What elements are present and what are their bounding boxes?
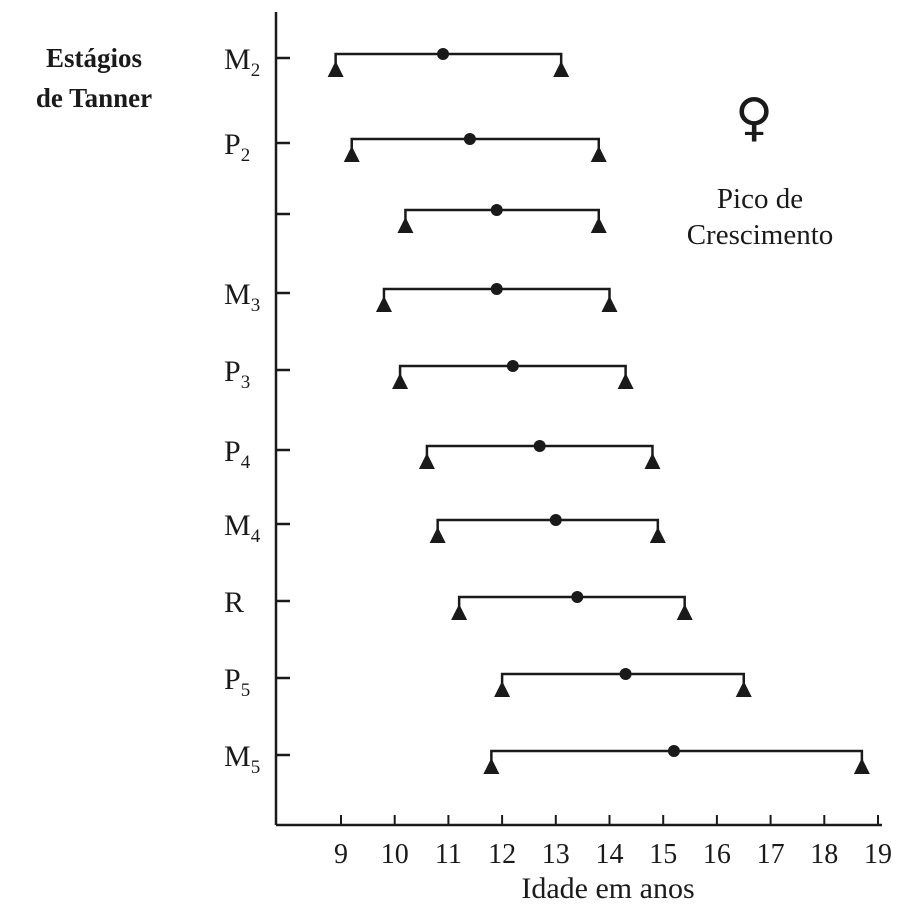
range-high-marker bbox=[590, 146, 607, 162]
stage-label: M2 bbox=[224, 43, 260, 81]
stage-label-letter: P bbox=[224, 128, 241, 161]
x-tick-label: 16 bbox=[703, 839, 731, 870]
x-tick-label: 11 bbox=[435, 839, 462, 870]
y-axis-title-line-2: de Tanner bbox=[35, 83, 153, 113]
stage-label: M5 bbox=[224, 740, 260, 778]
stage-label-letter: R bbox=[224, 586, 244, 619]
stage-label: M3 bbox=[224, 278, 260, 316]
x-ticks: 9 10 11 12 13 14 15 16 17 18 19 bbox=[334, 815, 892, 870]
stage-label: P2 bbox=[224, 128, 250, 166]
range-high-marker bbox=[649, 527, 666, 543]
annotation-line-2: Crescimento bbox=[687, 219, 834, 251]
x-tick-label: 12 bbox=[488, 839, 516, 870]
range-low-marker bbox=[392, 373, 409, 389]
range-low-marker bbox=[343, 146, 360, 162]
y-axis-title: Estágios de Tanner bbox=[14, 38, 174, 118]
mean-point bbox=[463, 133, 476, 145]
stage-label-letter: P bbox=[224, 663, 241, 696]
x-tick-label: 19 bbox=[864, 839, 892, 870]
stage-label-letter: M bbox=[224, 43, 251, 76]
x-tick-label: 17 bbox=[757, 839, 785, 870]
growth-peak-annotation: ♀ Pico de Crescimento bbox=[687, 88, 834, 251]
mean-point bbox=[490, 283, 503, 295]
range-high-marker bbox=[853, 758, 870, 774]
mean-point bbox=[490, 204, 503, 216]
range-low-marker bbox=[375, 296, 392, 312]
y-axis-title-line-1: Estágios bbox=[45, 43, 143, 73]
stage-label-subscript: 4 bbox=[241, 452, 251, 473]
mean-point bbox=[571, 591, 584, 603]
range-low-marker bbox=[494, 681, 511, 697]
mean-point bbox=[619, 668, 632, 680]
mean-point bbox=[533, 440, 546, 452]
stage-row: M5 bbox=[224, 740, 870, 778]
stage-row: P4 bbox=[224, 435, 661, 473]
range-high-marker bbox=[735, 681, 752, 697]
stage-label: R bbox=[224, 586, 244, 619]
mean-point bbox=[667, 745, 680, 757]
stage-label-subscript: 5 bbox=[251, 757, 261, 778]
stage-label-subscript: 2 bbox=[241, 145, 251, 166]
range-high-marker bbox=[644, 453, 661, 469]
stage-row: M4 bbox=[224, 509, 666, 547]
range-low-marker bbox=[397, 217, 414, 233]
stage-label-letter: M bbox=[224, 740, 251, 773]
stage-label-letter: M bbox=[224, 278, 251, 311]
stage-label-letter: M bbox=[224, 509, 251, 542]
stage-row: M2 bbox=[224, 43, 570, 81]
stage-label: M4 bbox=[224, 509, 261, 547]
x-tick-label: 15 bbox=[649, 839, 677, 870]
stage-row bbox=[276, 204, 607, 233]
range-high-marker bbox=[590, 217, 607, 233]
range-high-marker bbox=[553, 61, 570, 77]
chart-axes bbox=[274, 12, 882, 827]
stage-row: M3 bbox=[224, 278, 618, 316]
stage-label-subscript: 5 bbox=[241, 680, 251, 701]
annotation-line-1: Pico de bbox=[717, 183, 803, 215]
x-tick-label: 18 bbox=[810, 839, 838, 870]
stage-label: P5 bbox=[224, 663, 250, 701]
range-low-marker bbox=[451, 604, 468, 620]
range-bar bbox=[436, 518, 660, 530]
stage-label-subscript: 4 bbox=[251, 526, 261, 547]
stage-label: P3 bbox=[224, 355, 250, 393]
range-low-marker bbox=[327, 61, 344, 77]
range-high-marker bbox=[601, 296, 618, 312]
x-tick-label: 9 bbox=[334, 839, 348, 870]
range-high-marker bbox=[676, 604, 693, 620]
stage-row: P2 bbox=[224, 128, 607, 166]
x-axis-title: Idade em anos bbox=[521, 872, 694, 905]
stage-label-letter: P bbox=[224, 355, 241, 388]
range-low-marker bbox=[483, 758, 500, 774]
stage-row: P5 bbox=[224, 663, 752, 701]
range-low-marker bbox=[418, 453, 435, 469]
stage-label-letter: P bbox=[224, 435, 241, 468]
female-symbol-icon: ♀ bbox=[735, 88, 773, 148]
mean-point bbox=[437, 48, 450, 60]
stage-row: P3 bbox=[224, 355, 634, 393]
range-high-marker bbox=[617, 373, 634, 389]
range-low-marker bbox=[429, 527, 446, 543]
x-tick-label: 14 bbox=[596, 839, 624, 870]
stage-row: R bbox=[224, 586, 693, 620]
stage-label: P4 bbox=[224, 435, 251, 473]
x-tick-label: 13 bbox=[542, 839, 570, 870]
stage-label-subscript: 3 bbox=[251, 295, 261, 316]
stage-label-subscript: 3 bbox=[241, 372, 251, 393]
x-tick-label: 10 bbox=[381, 839, 409, 870]
mean-point bbox=[549, 514, 562, 526]
mean-point bbox=[506, 360, 519, 372]
stage-label-subscript: 2 bbox=[251, 60, 261, 81]
